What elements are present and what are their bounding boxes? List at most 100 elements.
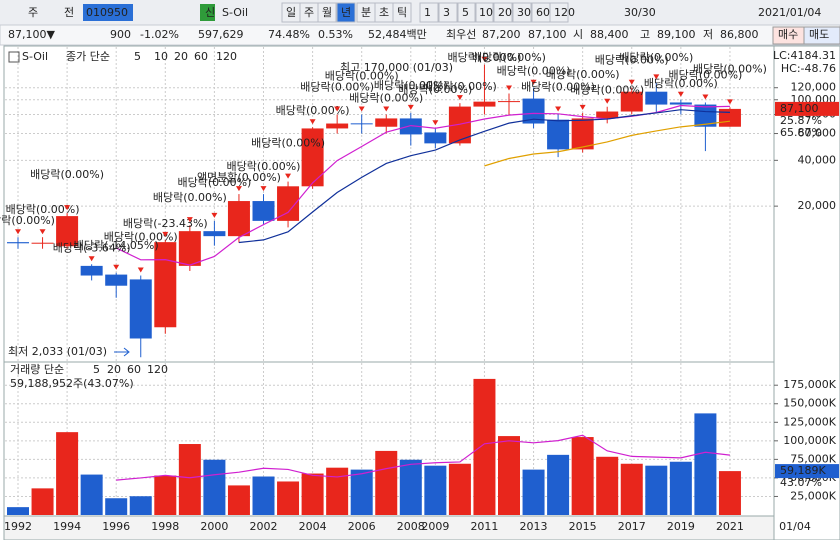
annotation: 배당락(0.00%): [398, 83, 472, 96]
quote-item: 87,100: [528, 28, 567, 41]
period-button[interactable]: [474, 2, 494, 23]
volume-bar: [326, 467, 349, 515]
annotation-arrow: [481, 56, 488, 62]
x-tick-label: 1994: [53, 520, 81, 533]
volume-bar: [645, 465, 668, 515]
toolbar-item[interactable]: 년: [341, 6, 351, 19]
toolbar-item[interactable]: 주: [28, 6, 38, 19]
low-arrow: [114, 347, 130, 357]
legend-item: 20: [174, 50, 188, 63]
period-button[interactable]: [457, 2, 477, 23]
toolbar-item[interactable]: 일: [286, 5, 296, 19]
annotation-arrow: [726, 99, 733, 105]
volume-bar: [252, 476, 275, 515]
toolbar-item[interactable]: 30: [517, 6, 531, 19]
volume-bar: [301, 473, 324, 515]
period-button[interactable]: [512, 2, 532, 23]
axis-panel: [773, 45, 840, 540]
toolbar-item[interactable]: 20: [498, 6, 512, 19]
y-tick-label: 60,000: [798, 127, 837, 140]
volume-bar: [129, 496, 152, 515]
annotation-arrow: [677, 91, 684, 97]
annotation: 배당락(-14.05%): [74, 239, 159, 252]
annotation-arrow: [260, 186, 267, 192]
annotation-arrow: [432, 120, 439, 126]
quote-item: 900: [110, 28, 131, 41]
annotation-arrow: [186, 217, 193, 223]
quote-bar-bg: [0, 24, 840, 46]
volume-bar: [571, 437, 594, 515]
toolbar-item[interactable]: 분: [361, 6, 371, 19]
candle-body: [56, 216, 79, 247]
x-tick-label: 2004: [299, 520, 327, 533]
annotation: 배당락(0.00%): [546, 68, 620, 81]
toolbar-item[interactable]: 010950: [86, 6, 128, 19]
toolbar-item[interactable]: 월: [322, 6, 332, 19]
toolbar-item[interactable]: 주: [304, 6, 314, 19]
last-price-box: [775, 101, 839, 116]
toolbar-item[interactable]: 5: [462, 6, 469, 19]
candle-body: [498, 101, 520, 103]
toolbar-item[interactable]: S-Oil: [222, 6, 248, 19]
candle-body: [596, 111, 619, 119]
toolbar-item[interactable]: 120: [554, 6, 575, 19]
toolbar-item[interactable]: 60: [536, 6, 550, 19]
annotation: 배당락(0.00%): [177, 176, 251, 189]
last-price-label: 87,100: [780, 102, 819, 115]
candle-body: [252, 201, 275, 221]
annotation-arrow: [604, 98, 611, 104]
period-button[interactable]: [392, 2, 412, 23]
quote-item[interactable]: 매도: [809, 28, 829, 41]
volume-bar: [399, 459, 422, 515]
annotation: 배당락(0.00%): [497, 65, 571, 78]
annotation: 배당락(0.00%): [300, 81, 374, 94]
quote-item: 0.53%: [318, 28, 353, 41]
annotation: 배당락(0.00%): [325, 70, 399, 83]
quote-item[interactable]: 매수: [778, 28, 798, 41]
annotation-arrow: [579, 104, 586, 110]
volume-bar: [620, 463, 643, 515]
period-button[interactable]: [549, 2, 569, 23]
toolbar-item[interactable]: 신: [205, 6, 215, 19]
volume-bar: [547, 454, 570, 515]
volume-bar: [350, 469, 373, 515]
annotation: 배당락(-23.43%): [123, 217, 208, 230]
period-button[interactable]: [438, 2, 458, 23]
annotation-arrow: [211, 212, 218, 218]
order-button[interactable]: [803, 26, 840, 45]
candle-body: [669, 102, 692, 105]
volume-bar: [694, 413, 717, 515]
toolbar-item[interactable]: 1: [424, 6, 431, 19]
period-button[interactable]: [336, 2, 356, 23]
toolbar-item[interactable]: 3: [443, 6, 450, 19]
legend-item: 5: [93, 363, 100, 376]
annotation-arrow: [285, 173, 292, 179]
pct-label: 25.87%: [780, 114, 822, 127]
annotation-arrow: [506, 85, 512, 91]
period-button[interactable]: [493, 2, 513, 23]
candle-body: [620, 91, 643, 112]
toolbar-item[interactable]: 10: [479, 6, 493, 19]
quote-item: 고: [640, 28, 650, 41]
toolbar-item[interactable]: 틱: [397, 6, 407, 19]
legend-icon[interactable]: [8, 51, 20, 63]
y-tick-label: 150,000K: [783, 397, 836, 410]
period-button[interactable]: [317, 2, 337, 23]
period-button[interactable]: [419, 2, 439, 23]
legend-item: 5: [134, 50, 141, 63]
annotation: 배당락(0.00%): [153, 191, 227, 204]
last-volume-label: 59,189K: [780, 464, 826, 477]
volume-bar: [448, 463, 471, 515]
legend-item: 20: [107, 363, 121, 376]
quote-item: 시: [573, 28, 583, 41]
annotation-arrow: [113, 264, 120, 270]
candle-body: [547, 119, 570, 150]
y-tick-label: 175,000K: [783, 378, 836, 391]
candle-body: [424, 132, 447, 144]
x-axis-panel: [3, 515, 775, 540]
annotation-arrow: [628, 79, 635, 85]
toolbar-item[interactable]: 전: [64, 6, 74, 19]
toolbar-item[interactable]: 2021/01/04: [758, 6, 821, 19]
candle-body: [31, 242, 54, 244]
toolbar-item[interactable]: 초: [379, 6, 389, 19]
